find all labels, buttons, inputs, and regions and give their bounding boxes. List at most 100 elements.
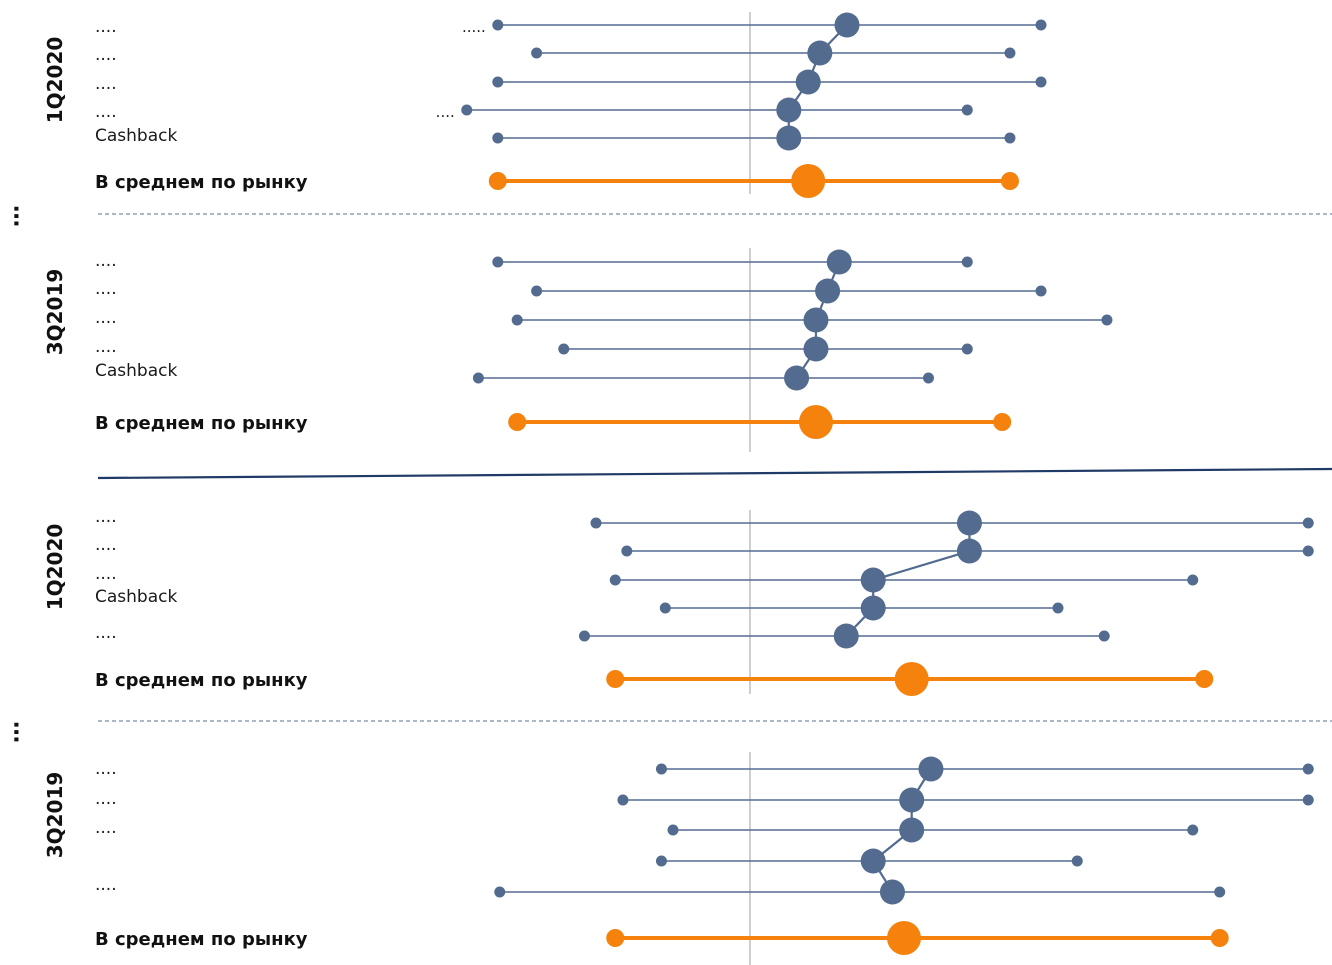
median-point — [956, 538, 982, 564]
row-label: .... — [95, 535, 117, 555]
max-point — [1302, 545, 1314, 557]
row-label: .... — [95, 875, 117, 895]
row-label: .... — [95, 759, 117, 779]
dumbbell-row — [659, 595, 1064, 621]
min-point — [617, 794, 629, 806]
max-point — [922, 372, 934, 384]
dumbbell-row — [621, 538, 1314, 564]
market-max-point — [1210, 929, 1229, 947]
dumbbell-row — [492, 12, 1047, 38]
min-point — [531, 47, 543, 59]
min-point — [492, 19, 504, 31]
dumbbell-row — [617, 787, 1314, 813]
dumbbell-row — [511, 307, 1113, 333]
row-label: .... — [95, 623, 117, 643]
max-point — [1187, 574, 1199, 586]
market-min-point — [508, 413, 527, 431]
median-point — [807, 40, 833, 66]
period-label: 3Q2019 — [43, 772, 67, 859]
median-point — [860, 567, 886, 593]
row-side-label: ..... — [462, 18, 486, 36]
dumbbell-row — [531, 278, 1047, 304]
max-point — [1035, 19, 1047, 31]
max-point — [1004, 47, 1016, 59]
row-label: .... — [95, 564, 117, 584]
min-point — [655, 763, 667, 775]
median-point — [776, 125, 802, 151]
max-point — [961, 104, 973, 116]
min-point — [659, 602, 671, 614]
row-label: .... — [95, 337, 117, 357]
dumbbell-row — [492, 249, 973, 275]
period-label: 3Q2019 — [43, 269, 67, 356]
max-point — [1302, 517, 1314, 529]
median-point — [899, 787, 925, 813]
median-point — [879, 879, 905, 905]
median-point — [803, 307, 829, 333]
max-point — [1071, 855, 1083, 867]
median-point — [899, 817, 925, 843]
dumbbell-row — [492, 69, 1047, 95]
dumbbell-row — [655, 756, 1314, 782]
market-row — [488, 164, 1019, 198]
separator-dots: ⋯ — [5, 721, 30, 743]
row-label: Cashback — [95, 126, 177, 146]
min-point — [492, 256, 504, 268]
min-point — [461, 104, 473, 116]
median-point — [784, 365, 810, 391]
median-point — [956, 510, 982, 536]
median-point — [795, 69, 821, 95]
max-point — [1101, 314, 1113, 326]
market-max-point — [993, 413, 1012, 431]
dumbbell-row — [590, 510, 1314, 536]
min-point — [578, 630, 590, 642]
median-point — [860, 595, 886, 621]
dumbbell-row — [492, 125, 1016, 151]
min-point — [655, 855, 667, 867]
median-point — [803, 336, 829, 362]
row-label: .... — [95, 818, 117, 838]
market-min-point — [606, 929, 625, 947]
max-point — [1187, 824, 1199, 836]
market-row — [606, 662, 1214, 696]
dumbbell-row — [472, 365, 934, 391]
dumbbell-row — [461, 97, 973, 123]
period-label: 1Q2020 — [43, 524, 67, 611]
min-point — [621, 545, 633, 557]
row-side-label: .... — [436, 103, 455, 121]
period-label: 1Q2020 — [43, 37, 67, 124]
min-point — [494, 886, 506, 898]
text-layer: ⋯ ⋯ 1Q2020..................... .... Cashbac… — [5, 17, 486, 950]
max-point — [1052, 602, 1064, 614]
row-label: .... — [95, 45, 117, 65]
row-label: Cashback — [95, 361, 177, 381]
min-point — [590, 517, 602, 529]
market-label: В среднем по рынку — [95, 413, 308, 434]
market-median-point — [798, 405, 833, 439]
market-row — [606, 921, 1229, 955]
min-point — [558, 343, 570, 355]
max-point — [1035, 285, 1047, 297]
row-label: .... — [95, 102, 117, 122]
min-point — [472, 372, 484, 384]
guides-layer — [97, 12, 1332, 965]
median-point — [826, 249, 852, 275]
median-point — [860, 848, 886, 874]
market-min-point — [606, 670, 625, 688]
dumbbell-row — [655, 848, 1083, 874]
market-min-point — [488, 172, 507, 190]
dumbbell-row — [578, 623, 1110, 649]
row-label: .... — [95, 507, 117, 527]
min-point — [511, 314, 523, 326]
row-label: .... — [95, 308, 117, 328]
market-max-point — [1000, 172, 1019, 190]
market-label: В среднем по рынку — [95, 929, 308, 950]
median-point — [776, 97, 802, 123]
dumbbell-row — [494, 879, 1226, 905]
max-point — [961, 256, 973, 268]
min-point — [667, 824, 679, 836]
dumbbell-row — [558, 336, 973, 362]
market-median-point — [791, 164, 826, 198]
median-point — [833, 623, 859, 649]
